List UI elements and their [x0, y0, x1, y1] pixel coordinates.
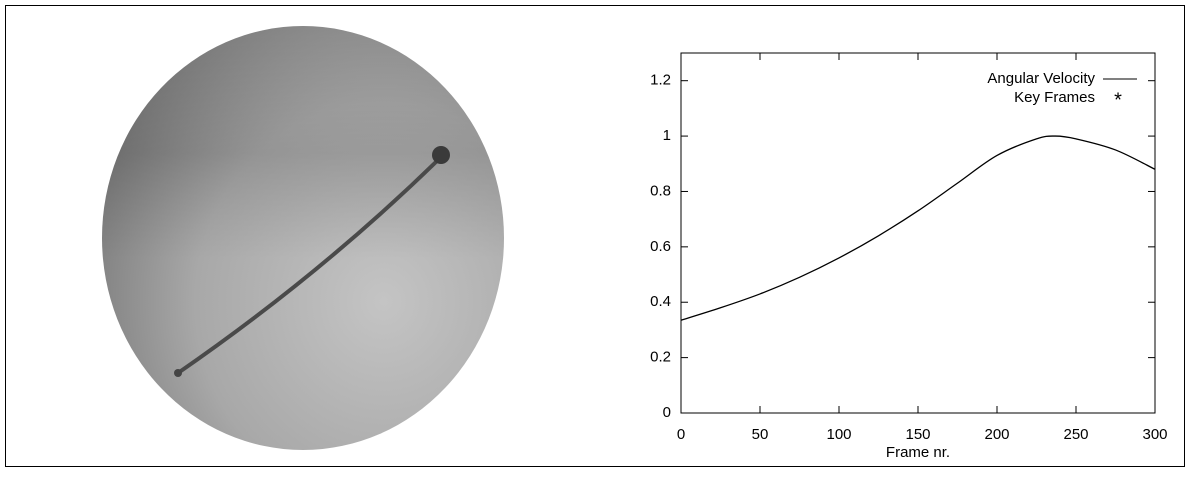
- y-tick-label: 0.8: [650, 182, 671, 199]
- y-tick-label: 1.2: [650, 72, 671, 89]
- x-tick-label: 100: [826, 426, 851, 443]
- y-tick-label: 0.4: [650, 293, 671, 310]
- y-tick-label: 0.6: [650, 238, 671, 255]
- frame: [5, 5, 1185, 467]
- legend-label: Key Frames: [1014, 89, 1095, 106]
- plot-border: [680, 52, 1156, 414]
- x-tick-label: 0: [677, 426, 685, 443]
- x-tick-label: 300: [1142, 426, 1167, 443]
- y-tick-label: 1: [663, 127, 671, 144]
- x-tick-label: 50: [752, 426, 769, 443]
- x-tick-label: 150: [905, 426, 930, 443]
- x-axis-label: Frame nr.: [886, 444, 950, 461]
- end-point: [432, 146, 450, 164]
- trajectory: [176, 158, 440, 375]
- y-tick-label: 0: [663, 404, 671, 421]
- x-tick-label: 250: [1063, 426, 1088, 443]
- sphere-shade: [102, 26, 504, 450]
- legend-marker: *: [1114, 89, 1122, 111]
- start-point: [174, 369, 182, 377]
- x-tick-label: 200: [984, 426, 1009, 443]
- y-tick-label: 0.2: [650, 349, 671, 366]
- velocity-line: [680, 135, 1156, 321]
- legend-label: Angular Velocity: [987, 70, 1095, 87]
